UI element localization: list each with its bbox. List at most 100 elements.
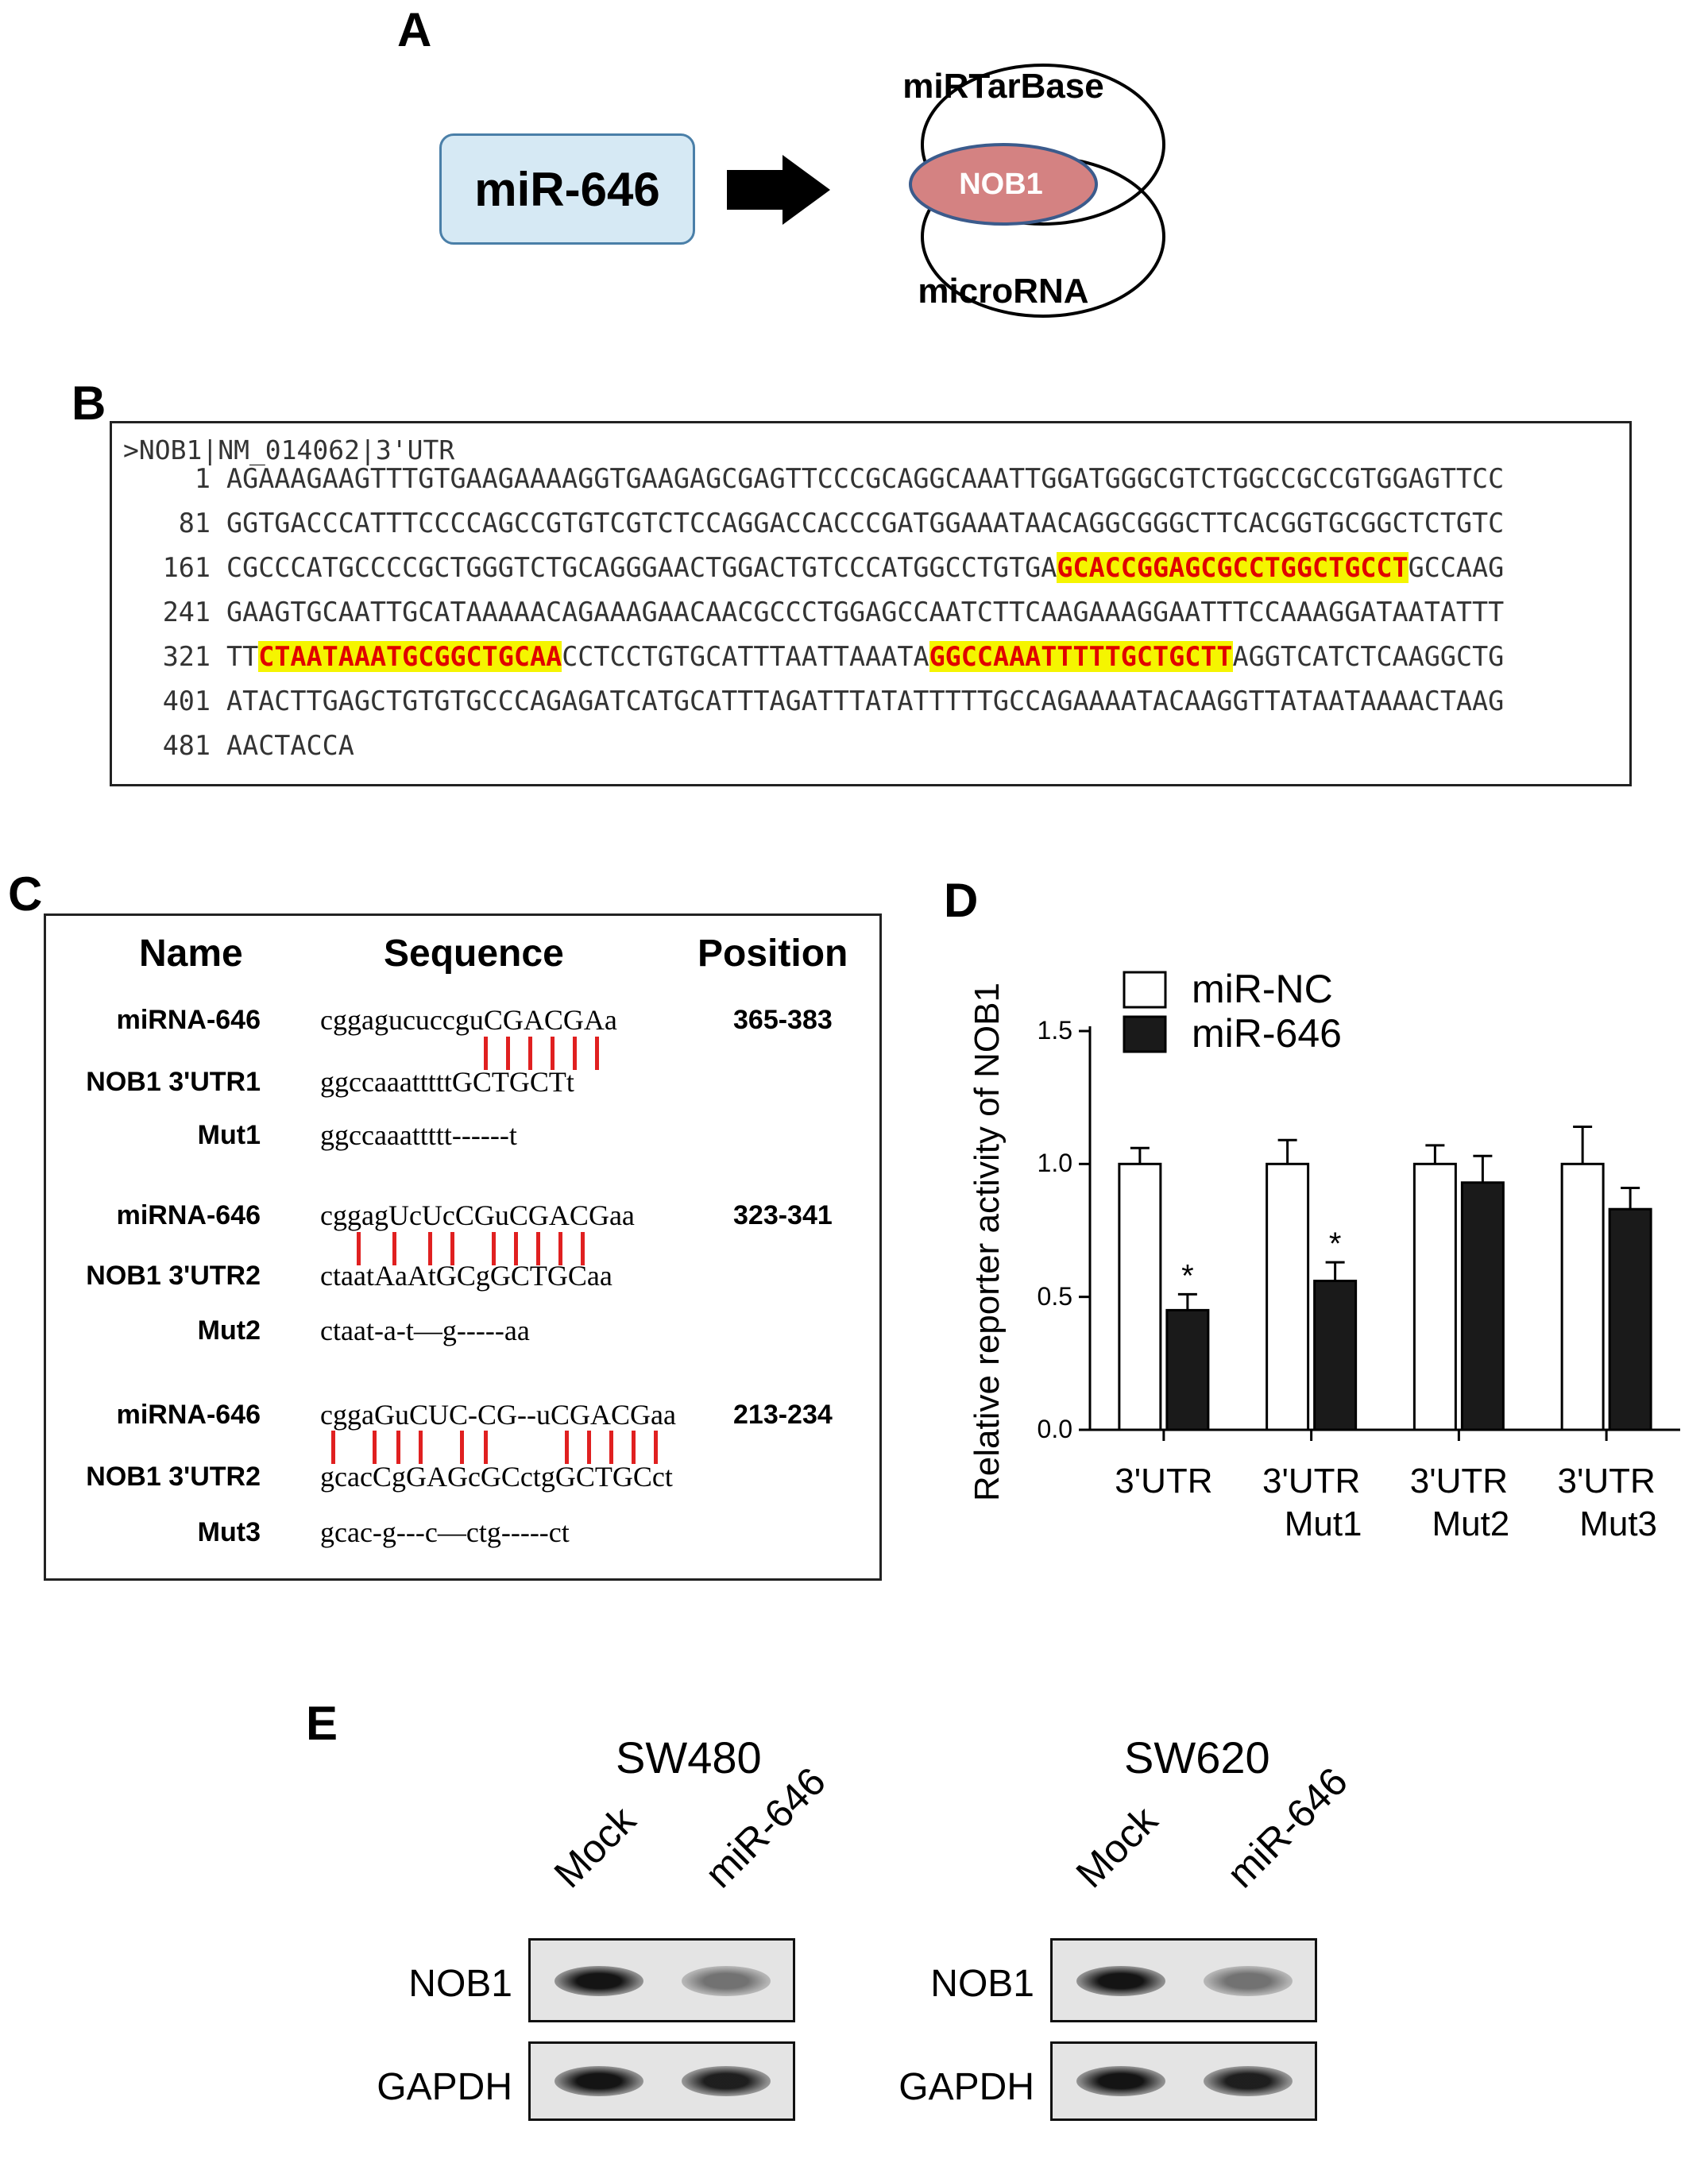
aligned-sequence: cggaGuCUC-CG--uCGACGaa (320, 1399, 676, 1431)
bar-mir-nc (1266, 1162, 1310, 1431)
column-header-sequence: Sequence (384, 933, 564, 975)
cell-line-title: SW480 (616, 1732, 762, 1782)
base-pair-tick (558, 1232, 562, 1265)
panel-label-e: E (306, 1697, 338, 1750)
x-tick-label: 3'UTR Mut3 (1519, 1460, 1694, 1546)
base-pair-tick (357, 1232, 361, 1265)
sequence-name: miRNA-646 (116, 1005, 261, 1035)
y-tick-label: 1.5 (1037, 1016, 1072, 1045)
sequence-text: GGTGACCCATTTCCCCAGCCGTGTCGTCTCCAGGACCACC… (226, 508, 1505, 539)
sequence-position: 321 (162, 641, 211, 672)
sequence-header: >NOB1|NM_014062|3'UTR (123, 435, 455, 465)
x-tick-label: 3'UTR Mut1 (1224, 1460, 1399, 1546)
base-pair-tick (654, 1431, 658, 1464)
sequence-text: GAAGTGCAATTGCATAAAAACAGAAAGAACAACGCCCTGG… (226, 597, 1505, 628)
x-tick-label: 3'UTR (1076, 1460, 1251, 1503)
sequence-name: NOB1 3'UTR1 (86, 1067, 261, 1097)
sequence-text: CCTCCTGTGCATTTAATTAAATA (562, 641, 929, 672)
legend-swatch (1123, 1015, 1167, 1053)
sequence-text: AGGTCATCTCAAGGCTG (1232, 641, 1505, 672)
western-blot-nob1 (528, 1938, 795, 2022)
binding-position: 365-383 (733, 1005, 833, 1035)
sequence-text: AACTACCA (226, 730, 354, 761)
lane-label: Mock (545, 1798, 644, 1897)
base-pair-tick (373, 1431, 377, 1464)
sequence-text: TT (226, 641, 259, 672)
western-blot-gapdh (528, 2041, 795, 2121)
arrow-icon (727, 155, 830, 225)
aligned-sequence: gcac-g---c—ctg-----ct (320, 1516, 570, 1548)
bar-mir-nc (1560, 1162, 1605, 1431)
y-tick-label: 0.0 (1037, 1415, 1072, 1443)
base-pair-tick (484, 1431, 488, 1464)
legend-label: miR-NC (1192, 967, 1333, 1011)
x-tick-label-line: 3'UTR (1557, 1462, 1656, 1500)
protein-label: NOB1 (408, 1963, 512, 2005)
protein-band (1076, 1966, 1165, 1996)
base-pair-tick (331, 1431, 335, 1464)
sequence-position: 401 (162, 686, 211, 716)
venn-circle-mirtarbase (921, 64, 1165, 226)
sequence-text: GCCAAG (1408, 552, 1505, 583)
cell-line-title: SW620 (1124, 1732, 1270, 1782)
base-pair-tick (573, 1037, 577, 1070)
base-pair-tick (428, 1232, 432, 1265)
x-tick-label-line: Mut1 (1284, 1504, 1362, 1543)
venn-overlap-nob1 (909, 143, 1098, 226)
base-pair-tick (587, 1431, 591, 1464)
base-pair-tick (506, 1037, 510, 1070)
aligned-sequence: ctaat-a-t—g-----aa (320, 1315, 530, 1346)
sequence-text: CGCCCATGCCCCGCTGGGTCTGCAGGGAACTGGACTGTCC… (226, 552, 1057, 583)
sequence-position: 81 (178, 508, 211, 539)
target-label-nob1: NOB1 (959, 167, 1043, 201)
base-pair-tick (632, 1431, 636, 1464)
sequence-position: 1 (194, 463, 211, 494)
protein-band (1204, 2066, 1293, 2096)
base-pair-tick (551, 1037, 555, 1070)
base-pair-tick (595, 1037, 599, 1070)
bar-mir-646 (1313, 1280, 1358, 1431)
sequence-row: 1 AGAAAGAAGTTTGTGAAGAAAAGGTGAAGAGCGAGTTCC… (123, 458, 1504, 500)
db-label-mirtarbase: miRTarBase (902, 67, 1104, 106)
aligned-sequence: cggagucuccguCGACGAa (320, 1004, 617, 1036)
protein-band (555, 2066, 643, 2096)
base-pair-tick (514, 1232, 518, 1265)
aligned-sequence: ctaatAaAtGCgGCTGCaa (320, 1260, 612, 1292)
base-pair-tick (565, 1431, 569, 1464)
sequence-row: 81 GGTGACCCATTTCCCCAGCCGTGTCGTCTCCAGGACCA… (123, 503, 1504, 544)
y-axis-label: Relative reporter activity of NOB1 (968, 983, 1007, 1501)
binding-position: 323-341 (733, 1200, 833, 1230)
protein-band (1204, 1966, 1293, 1996)
sequence-position: 161 (162, 552, 211, 583)
legend-label: miR-646 (1192, 1011, 1342, 1056)
column-header-position: Position (697, 933, 848, 975)
base-pair-tick (484, 1037, 488, 1070)
protein-band (682, 2066, 771, 2096)
sequence-name: NOB1 3'UTR2 (86, 1261, 261, 1291)
y-tick-label: 0.5 (1037, 1281, 1072, 1311)
significance-marker: * (1329, 1226, 1342, 1261)
y-tick-label: 1.0 (1037, 1149, 1072, 1178)
base-pair-tick (396, 1431, 400, 1464)
base-pair-tick (609, 1431, 613, 1464)
utr-sequence-box: >NOB1|NM_014062|3'UTR 1 AGAAAGAAGTTTGTGAA… (110, 421, 1632, 786)
panel-label-d: D (944, 874, 979, 927)
base-pair-tick (460, 1431, 464, 1464)
aligned-sequence: gcacCgGAGcGCctgGCTGCct (320, 1461, 673, 1493)
sequence-name: miRNA-646 (116, 1400, 261, 1430)
bar-mir-nc (1412, 1162, 1457, 1431)
sequence-position: 241 (162, 597, 211, 628)
sequence-name: Mut3 (197, 1517, 261, 1547)
protein-band (1076, 2066, 1165, 2096)
western-blot-gapdh (1050, 2041, 1317, 2121)
binding-site-highlight: GGCCAAATTTTTGCTGCTT (929, 641, 1233, 672)
aligned-sequence: ggccaaatttttGCTGCTt (320, 1066, 574, 1098)
venn-diagram (727, 64, 1165, 318)
protein-label: GAPDH (377, 2066, 512, 2108)
db-label-microrna: microRNA (918, 272, 1089, 311)
sequence-name: Mut1 (197, 1120, 261, 1150)
sequence-row: 481 AACTACCA (123, 725, 354, 767)
sequence-name: miRNA-646 (116, 1200, 261, 1230)
sequence-position: 481 (162, 730, 211, 761)
